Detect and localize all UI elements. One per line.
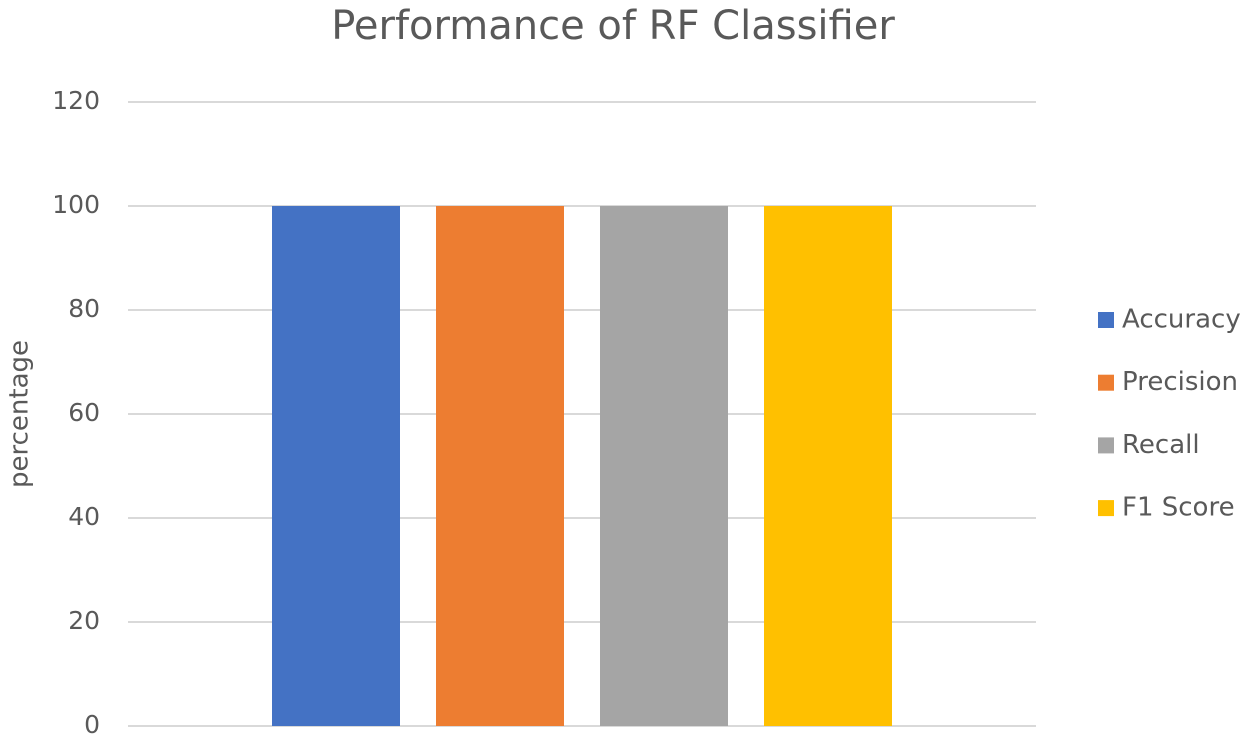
legend-swatch [1098,312,1114,328]
legend-swatch [1098,374,1114,391]
chart-title: Performance of RF Classifier [331,3,895,49]
bar [600,206,728,726]
bar [436,206,564,726]
legend-label: F1 Score [1122,493,1235,523]
legend-label: Recall [1122,430,1200,460]
bar [764,206,892,726]
legend-swatch [1098,437,1114,454]
bar [272,206,400,726]
legend-label: Accuracy [1122,305,1241,335]
y-tick-label: 60 [68,398,100,427]
legend-label: Precision [1122,367,1238,397]
y-tick-label: 0 [84,710,100,739]
y-tick-label: 20 [68,606,100,635]
y-tick-label: 40 [68,502,100,531]
y-tick-label: 100 [52,190,100,219]
y-tick-label: 80 [68,294,100,323]
y-axis-label: percentage [5,340,35,488]
legend-swatch [1098,500,1114,517]
y-tick-label: 120 [52,86,100,115]
